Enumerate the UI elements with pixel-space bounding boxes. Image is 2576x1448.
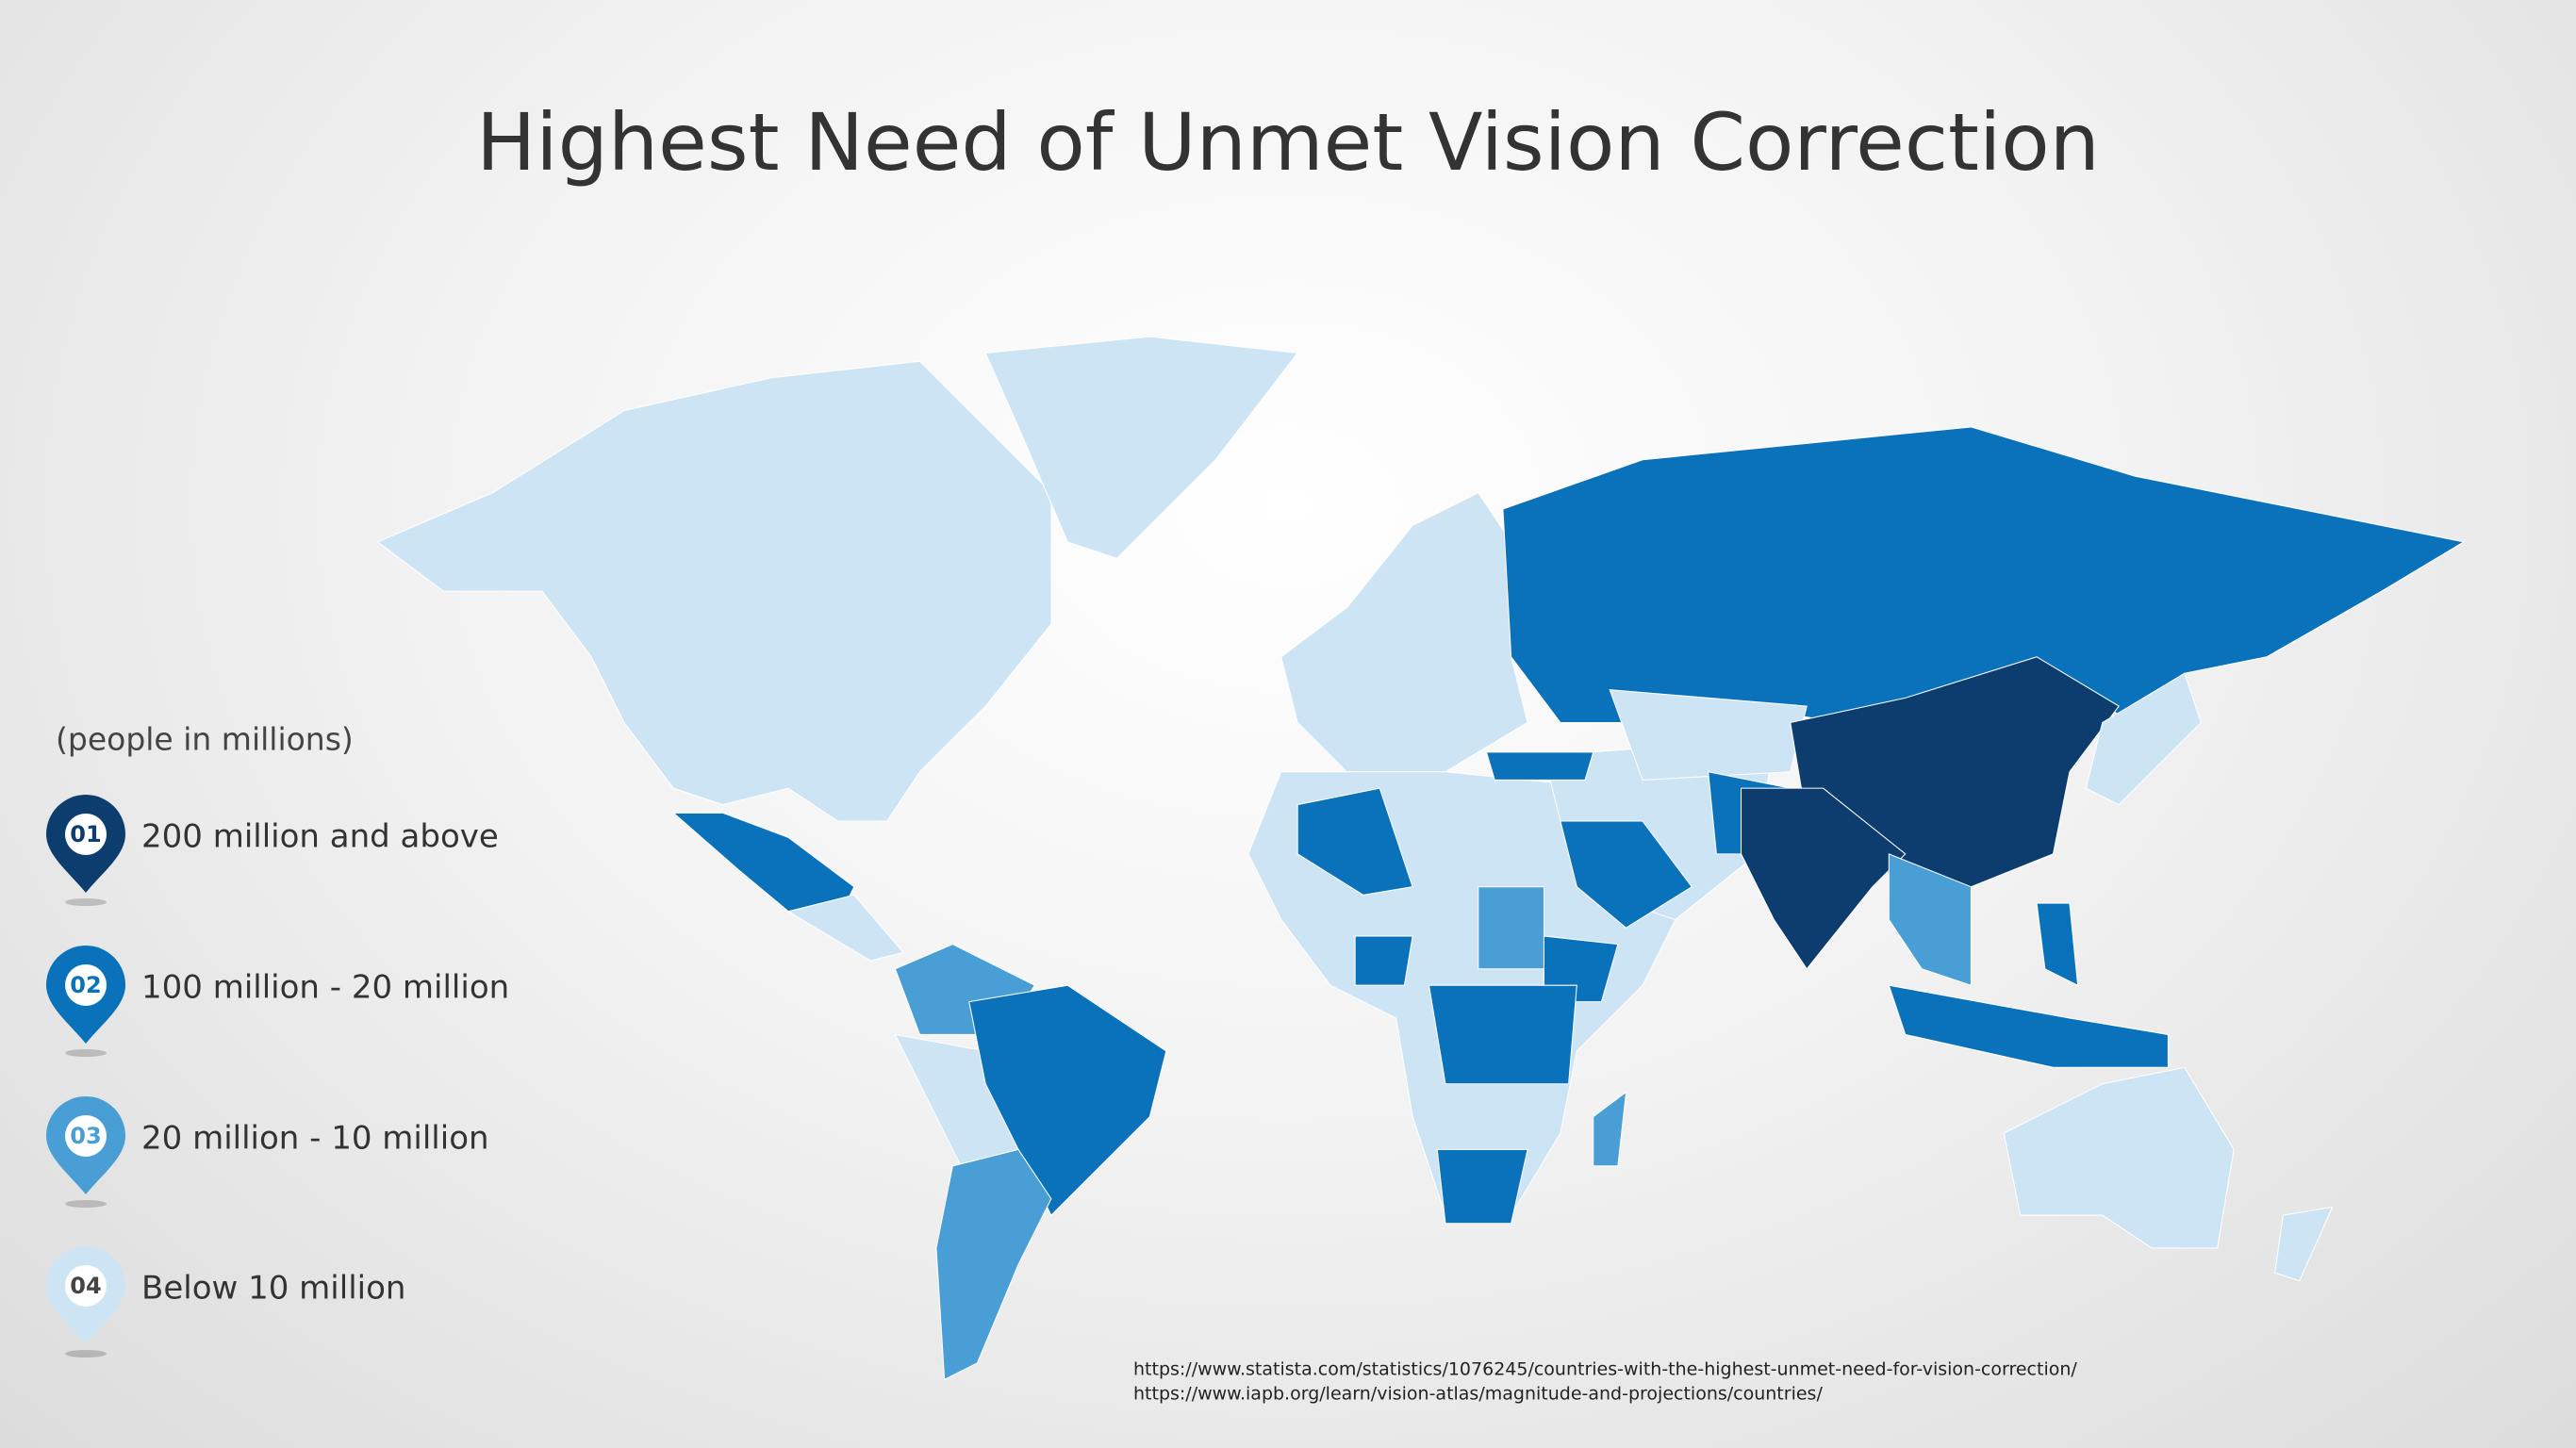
turkey	[1485, 751, 1594, 781]
greenland	[984, 336, 1299, 559]
legend: 01 200 million and above 02 100 million - 2…	[46, 795, 509, 1358]
europe	[1280, 491, 1528, 773]
pin-center	[65, 814, 107, 855]
new-zealand	[2274, 1206, 2334, 1282]
indonesia	[1888, 984, 2169, 1068]
australia	[2003, 1066, 2235, 1249]
pin-badge: 04	[70, 1273, 101, 1299]
world-map	[376, 336, 2466, 1381]
algeria	[1296, 787, 1413, 896]
legend-label: 200 million and above	[141, 818, 499, 856]
pin-badge: 01	[70, 821, 101, 847]
japan	[2085, 672, 2202, 806]
central-america	[786, 894, 905, 962]
legend-item: 04 Below 10 million	[46, 1246, 405, 1358]
southeast-asia	[1888, 853, 1972, 986]
central-africa	[1428, 984, 1577, 1085]
legend-label: 20 million - 10 million	[141, 1120, 489, 1158]
legend-item: 03 20 million - 10 million	[46, 1096, 489, 1208]
pin-shadow	[65, 1049, 107, 1057]
pin-shadow	[65, 1200, 107, 1208]
legend-label: Below 10 million	[141, 1270, 405, 1308]
saudi-arabia	[1560, 820, 1693, 929]
pin-shadow	[65, 1350, 107, 1358]
sudan	[1478, 886, 1545, 970]
nigeria	[1354, 935, 1413, 986]
north-america	[376, 360, 1052, 822]
legend-item: 02 100 million - 20 million	[46, 946, 509, 1057]
source: https://www.statista.com/statistics/1076…	[1133, 1359, 2077, 1380]
pin-badge: 02	[70, 972, 101, 998]
pin-center	[65, 1265, 107, 1307]
legend-label: 100 million - 20 million	[141, 969, 509, 1007]
title: Highest Need of Unmet Vision Correction	[476, 96, 2100, 189]
brazil	[968, 984, 1167, 1216]
pin-center	[65, 964, 107, 1006]
india	[1740, 787, 1907, 970]
madagascar	[1593, 1091, 1627, 1167]
source: https://www.iapb.org/learn/vision-atlas/…	[1133, 1384, 1823, 1405]
pin-badge: 03	[70, 1123, 101, 1149]
south-africa	[1436, 1148, 1528, 1225]
central-asia	[1609, 689, 1808, 781]
pin-center	[65, 1115, 107, 1157]
philippines	[2036, 902, 2079, 987]
legend-note: (people in millions)	[56, 721, 354, 758]
legend-item: 01 200 million and above	[46, 795, 499, 906]
argentina	[935, 1148, 1052, 1381]
pin-shadow	[65, 898, 107, 906]
